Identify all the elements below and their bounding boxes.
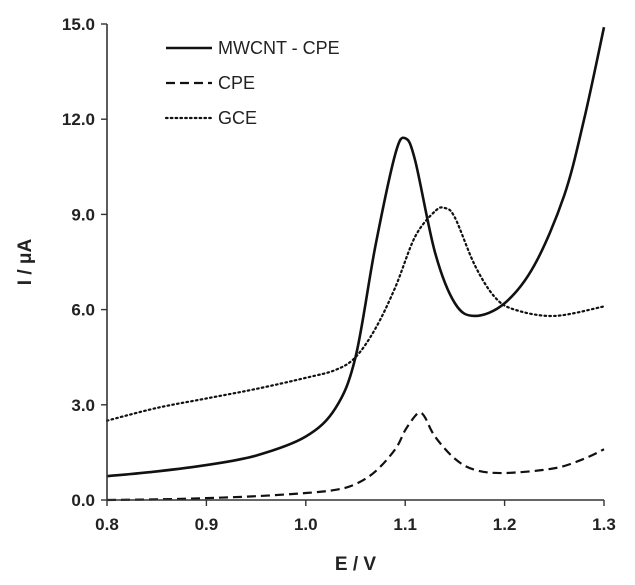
x-axis-title: E / V	[335, 554, 377, 575]
legend-label-gce: GCE	[218, 108, 257, 128]
y-tick-label: 9.0	[71, 205, 95, 224]
y-ticks: 0.0 3.0 6.0 9.0 12.0 15.0	[62, 15, 107, 510]
x-tick-label: 1.0	[294, 515, 318, 534]
x-tick-label: 1.2	[493, 515, 517, 534]
y-tick-label: 0.0	[71, 491, 95, 510]
x-tick-label: 1.3	[592, 515, 616, 534]
x-tick-label: 0.8	[95, 515, 119, 534]
plot-lines	[105, 26, 606, 502]
y-axis-title: I / μA	[15, 238, 36, 285]
series-line-cpe	[106, 411, 605, 502]
series-line-gce	[105, 206, 606, 422]
legend: MWCNT - CPE CPE GCE	[164, 38, 340, 128]
x-ticks: 0.8 0.9 1.0 1.1 1.2 1.3	[95, 500, 616, 534]
legend-label-mwcnt-cpe: MWCNT - CPE	[218, 38, 340, 58]
legend-label-cpe: CPE	[218, 73, 255, 93]
x-tick-label: 0.9	[195, 515, 219, 534]
x-tick-label: 1.1	[393, 515, 417, 534]
y-tick-label: 12.0	[62, 110, 95, 129]
y-tick-label: 6.0	[71, 301, 95, 320]
y-tick-label: 3.0	[71, 396, 95, 415]
series-line-mwcnt-cpe	[106, 26, 606, 478]
y-tick-label: 15.0	[62, 15, 95, 34]
axes: 0.8 0.9 1.0 1.1 1.2 1.3 0.0 3.0 6.0 9.0 12.0 15.0	[62, 15, 616, 534]
